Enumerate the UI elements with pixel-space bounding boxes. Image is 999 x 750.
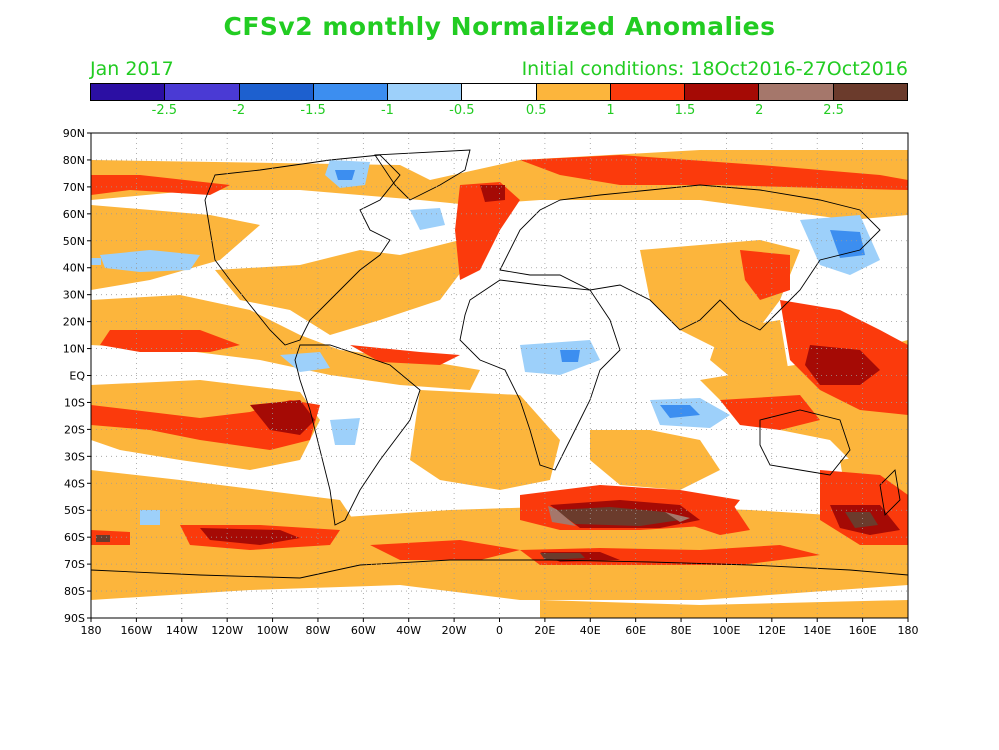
colorbar-tick-label: 2.5: [823, 103, 844, 118]
colorbar-segment: [462, 84, 537, 100]
gridlines: [91, 133, 908, 618]
latitude-tick-label: 50N: [63, 235, 85, 248]
latitude-tick-label: 80N: [63, 154, 85, 167]
colorbar-segment: [239, 84, 314, 100]
anomaly-band-positive-very-strong: [548, 506, 690, 526]
colorbar-tick-label: -2: [232, 103, 246, 118]
longitude-tick-label: 100E: [712, 624, 740, 637]
colorbar-segment: [759, 84, 834, 100]
latitude-axis: 90N 80N 70N 60N 50N 40N 30N 20N 10N EQ 10S 20S 30S 40…: [63, 127, 91, 625]
colorbar-tick-label: 1.5: [674, 103, 696, 118]
longitude-tick-label: 120E: [758, 624, 786, 637]
colorbar-tick-label: 2: [755, 103, 764, 118]
colorbar-segment: [91, 84, 166, 100]
colorbar-segment: [313, 84, 389, 100]
latitude-tick-label: EQ: [69, 370, 85, 383]
initial-conditions-label: Initial conditions: 18Oct2016-27Oct2016: [521, 58, 908, 80]
latitude-tick-label: 40N: [63, 262, 85, 275]
anomaly-band-positive-extreme: [96, 507, 878, 560]
colorbar-tick-label: -0.5: [449, 103, 475, 118]
longitude-tick-label: 0: [496, 624, 503, 637]
longitude-tick-label: 20E: [534, 624, 555, 637]
latitude-tick-label: 70S: [64, 558, 85, 571]
longitude-tick-label: 60E: [625, 624, 646, 637]
anomaly-field: [91, 133, 908, 618]
longitude-tick-label: 160E: [849, 624, 877, 637]
latitude-tick-label: 40S: [64, 477, 85, 490]
latitude-tick-label: 30S: [64, 450, 85, 463]
valid-month-label: Jan 2017: [90, 58, 174, 80]
latitude-tick-label: 60N: [63, 208, 85, 221]
longitude-tick-label: 180: [81, 624, 102, 637]
latitude-tick-label: 10N: [63, 343, 85, 356]
colorbar-tick-label: -1: [380, 103, 394, 118]
colorbar-tick-label: -1.5: [300, 103, 326, 118]
latitude-tick-label: 30N: [63, 289, 85, 302]
coastlines: [91, 149, 908, 579]
latitude-tick-label: 50S: [64, 504, 85, 517]
colorbar-tick-label: 1: [606, 103, 615, 118]
longitude-tick-label: 80W: [306, 624, 331, 637]
colorbar-segment: [165, 84, 240, 100]
longitude-tick-label: 80E: [671, 624, 692, 637]
colorbar-segment: [685, 84, 760, 100]
latitude-tick-label: 20S: [64, 423, 85, 436]
longitude-tick-label: 40W: [396, 624, 421, 637]
longitude-tick-label: 100W: [257, 624, 289, 637]
colorbar-segment: [833, 84, 907, 100]
longitude-tick-label: 180: [898, 624, 919, 637]
latitude-tick-label: 20N: [63, 316, 85, 329]
longitude-tick-label: 140E: [803, 624, 831, 637]
longitude-tick-label: 160W: [120, 624, 152, 637]
longitude-tick-label: 140W: [166, 624, 198, 637]
latitude-tick-label: 80S: [64, 585, 85, 598]
colorbar-segment: [610, 84, 686, 100]
longitude-tick-label: 60W: [351, 624, 376, 637]
longitude-axis: 180 160W 140W 120W 100W 80W 60W 40W 20W 0 20E 40E 60…: [81, 618, 919, 637]
latitude-tick-label: 10S: [64, 396, 85, 409]
longitude-tick-label: 120W: [211, 624, 243, 637]
map-title: CFSv2 monthly Normalized Anomalies: [223, 12, 776, 41]
longitude-tick-label: 20W: [442, 624, 467, 637]
latitude-tick-label: 90S: [64, 612, 85, 625]
latitude-tick-label: 60S: [64, 531, 85, 544]
colorbar-segment: [536, 84, 611, 100]
colorbar-tick-label: 0.5: [525, 103, 547, 118]
latitude-tick-label: 70N: [63, 181, 85, 194]
latitude-tick-label: 90N: [63, 127, 85, 140]
colorbar-labels: -2.5 -2 -1.5 -1 -0.5 0.5 1 1.5 2 2.5: [90, 103, 908, 121]
colorbar-segment: [388, 84, 463, 100]
colorbar: [90, 83, 908, 101]
longitude-tick-label: 40E: [580, 624, 601, 637]
colorbar-tick-label: -2.5: [151, 103, 178, 118]
